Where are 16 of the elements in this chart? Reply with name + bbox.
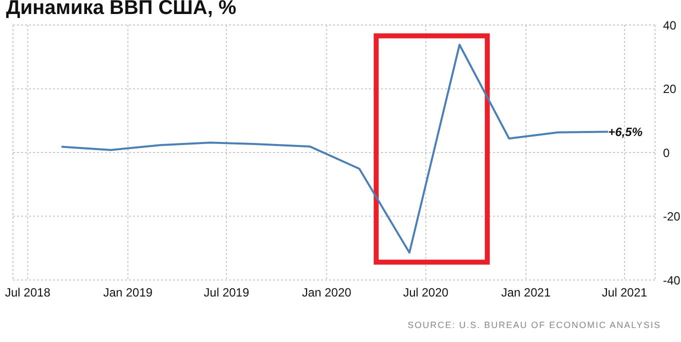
line-series xyxy=(60,44,610,254)
y-tick-label: -20 xyxy=(663,210,681,224)
x-tick-label: Jul 2021 xyxy=(602,286,648,300)
y-tick-label: -40 xyxy=(663,273,681,288)
y-tick-label: 20 xyxy=(663,82,677,96)
x-tick-label: Jan 2020 xyxy=(302,286,352,300)
x-tick-label: Jul 2020 xyxy=(403,286,449,300)
x-tick-label: Jul 2019 xyxy=(204,286,250,300)
x-tick-label: Jan 2019 xyxy=(103,286,153,300)
chart-title: Динамика ВВП США, % xyxy=(6,0,236,20)
source-note: SOURCE: U.S. BUREAU OF ECONOMIC ANALYSIS xyxy=(408,320,661,330)
x-tick-label: Jul 2018 xyxy=(5,286,51,300)
annotation: +6,5% xyxy=(608,125,643,140)
y-tick-label: 40 xyxy=(663,18,677,32)
x-tick-label: Jan 2021 xyxy=(501,286,551,300)
y-tick-label: 0 xyxy=(663,146,670,160)
